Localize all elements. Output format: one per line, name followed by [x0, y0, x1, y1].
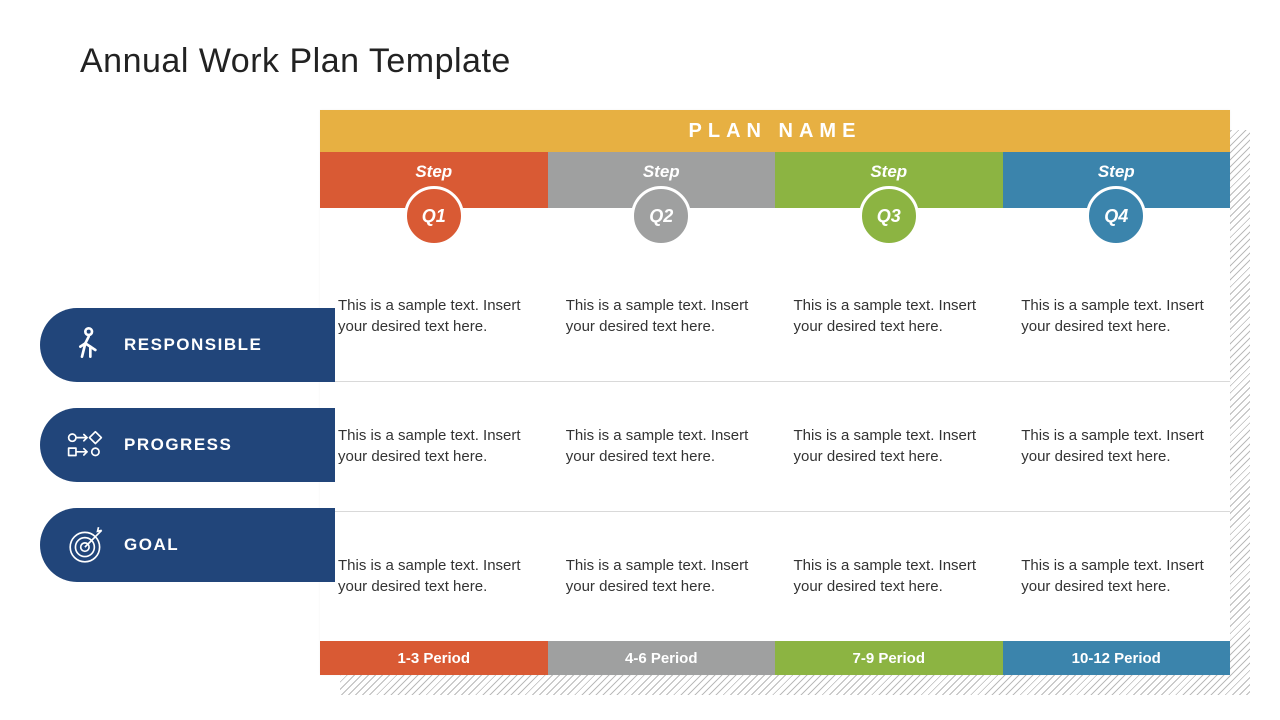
step-label: Step: [415, 162, 452, 182]
cell-r1c1: This is a sample text. Insert your desir…: [548, 382, 776, 511]
cell-r2c2: This is a sample text. Insert your desir…: [776, 512, 1004, 641]
period-q2: 4-6 Period: [548, 641, 776, 675]
step-q1: Step Q1: [320, 152, 548, 208]
tab-label: RESPONSIBLE: [124, 335, 262, 355]
step-q4: Step Q4: [1003, 152, 1231, 208]
row-progress: This is a sample text. Insert your desir…: [320, 382, 1230, 512]
q3-circle: Q3: [859, 186, 919, 246]
period-q4: 10-12 Period: [1003, 641, 1231, 675]
flow-icon: [66, 424, 108, 466]
q1-circle: Q1: [404, 186, 464, 246]
period-row: 1-3 Period 4-6 Period 7-9 Period 10-12 P…: [320, 641, 1230, 675]
page-title: Annual Work Plan Template: [80, 42, 511, 81]
body-rows: This is a sample text. Insert your desir…: [320, 208, 1230, 641]
side-tabs: RESPONSIBLE PROGRESS GOAL: [40, 308, 335, 582]
period-q1: 1-3 Period: [320, 641, 548, 675]
person-walk-icon: [66, 324, 108, 366]
step-row: Step Q1 Step Q2 Step Q3 Step Q4: [320, 152, 1230, 208]
cell-r2c0: This is a sample text. Insert your desir…: [320, 512, 548, 641]
cell-r0c3: This is a sample text. Insert your desir…: [1003, 252, 1230, 381]
cell-r2c1: This is a sample text. Insert your desir…: [548, 512, 776, 641]
row-goal: This is a sample text. Insert your desir…: [320, 512, 1230, 641]
period-q3: 7-9 Period: [775, 641, 1003, 675]
q2-circle: Q2: [631, 186, 691, 246]
cell-r1c2: This is a sample text. Insert your desir…: [776, 382, 1004, 511]
step-label: Step: [870, 162, 907, 182]
cell-r1c0: This is a sample text. Insert your desir…: [320, 382, 548, 511]
cell-r0c1: This is a sample text. Insert your desir…: [548, 252, 776, 381]
q4-circle: Q4: [1086, 186, 1146, 246]
cell-r1c3: This is a sample text. Insert your desir…: [1003, 382, 1230, 511]
step-q2: Step Q2: [548, 152, 776, 208]
tab-goal: GOAL: [40, 508, 335, 582]
tab-label: PROGRESS: [124, 435, 232, 455]
cell-r0c2: This is a sample text. Insert your desir…: [776, 252, 1004, 381]
tab-progress: PROGRESS: [40, 408, 335, 482]
step-label: Step: [643, 162, 680, 182]
step-label: Step: [1098, 162, 1135, 182]
target-icon: [66, 524, 108, 566]
tab-label: GOAL: [124, 535, 179, 555]
plan-panel: PLAN NAME Step Q1 Step Q2 Step Q3 Step Q…: [320, 110, 1230, 675]
cell-r2c3: This is a sample text. Insert your desir…: [1003, 512, 1230, 641]
tab-responsible: RESPONSIBLE: [40, 308, 335, 382]
cell-r0c0: This is a sample text. Insert your desir…: [320, 252, 548, 381]
step-q3: Step Q3: [775, 152, 1003, 208]
plan-header: PLAN NAME: [320, 110, 1230, 152]
